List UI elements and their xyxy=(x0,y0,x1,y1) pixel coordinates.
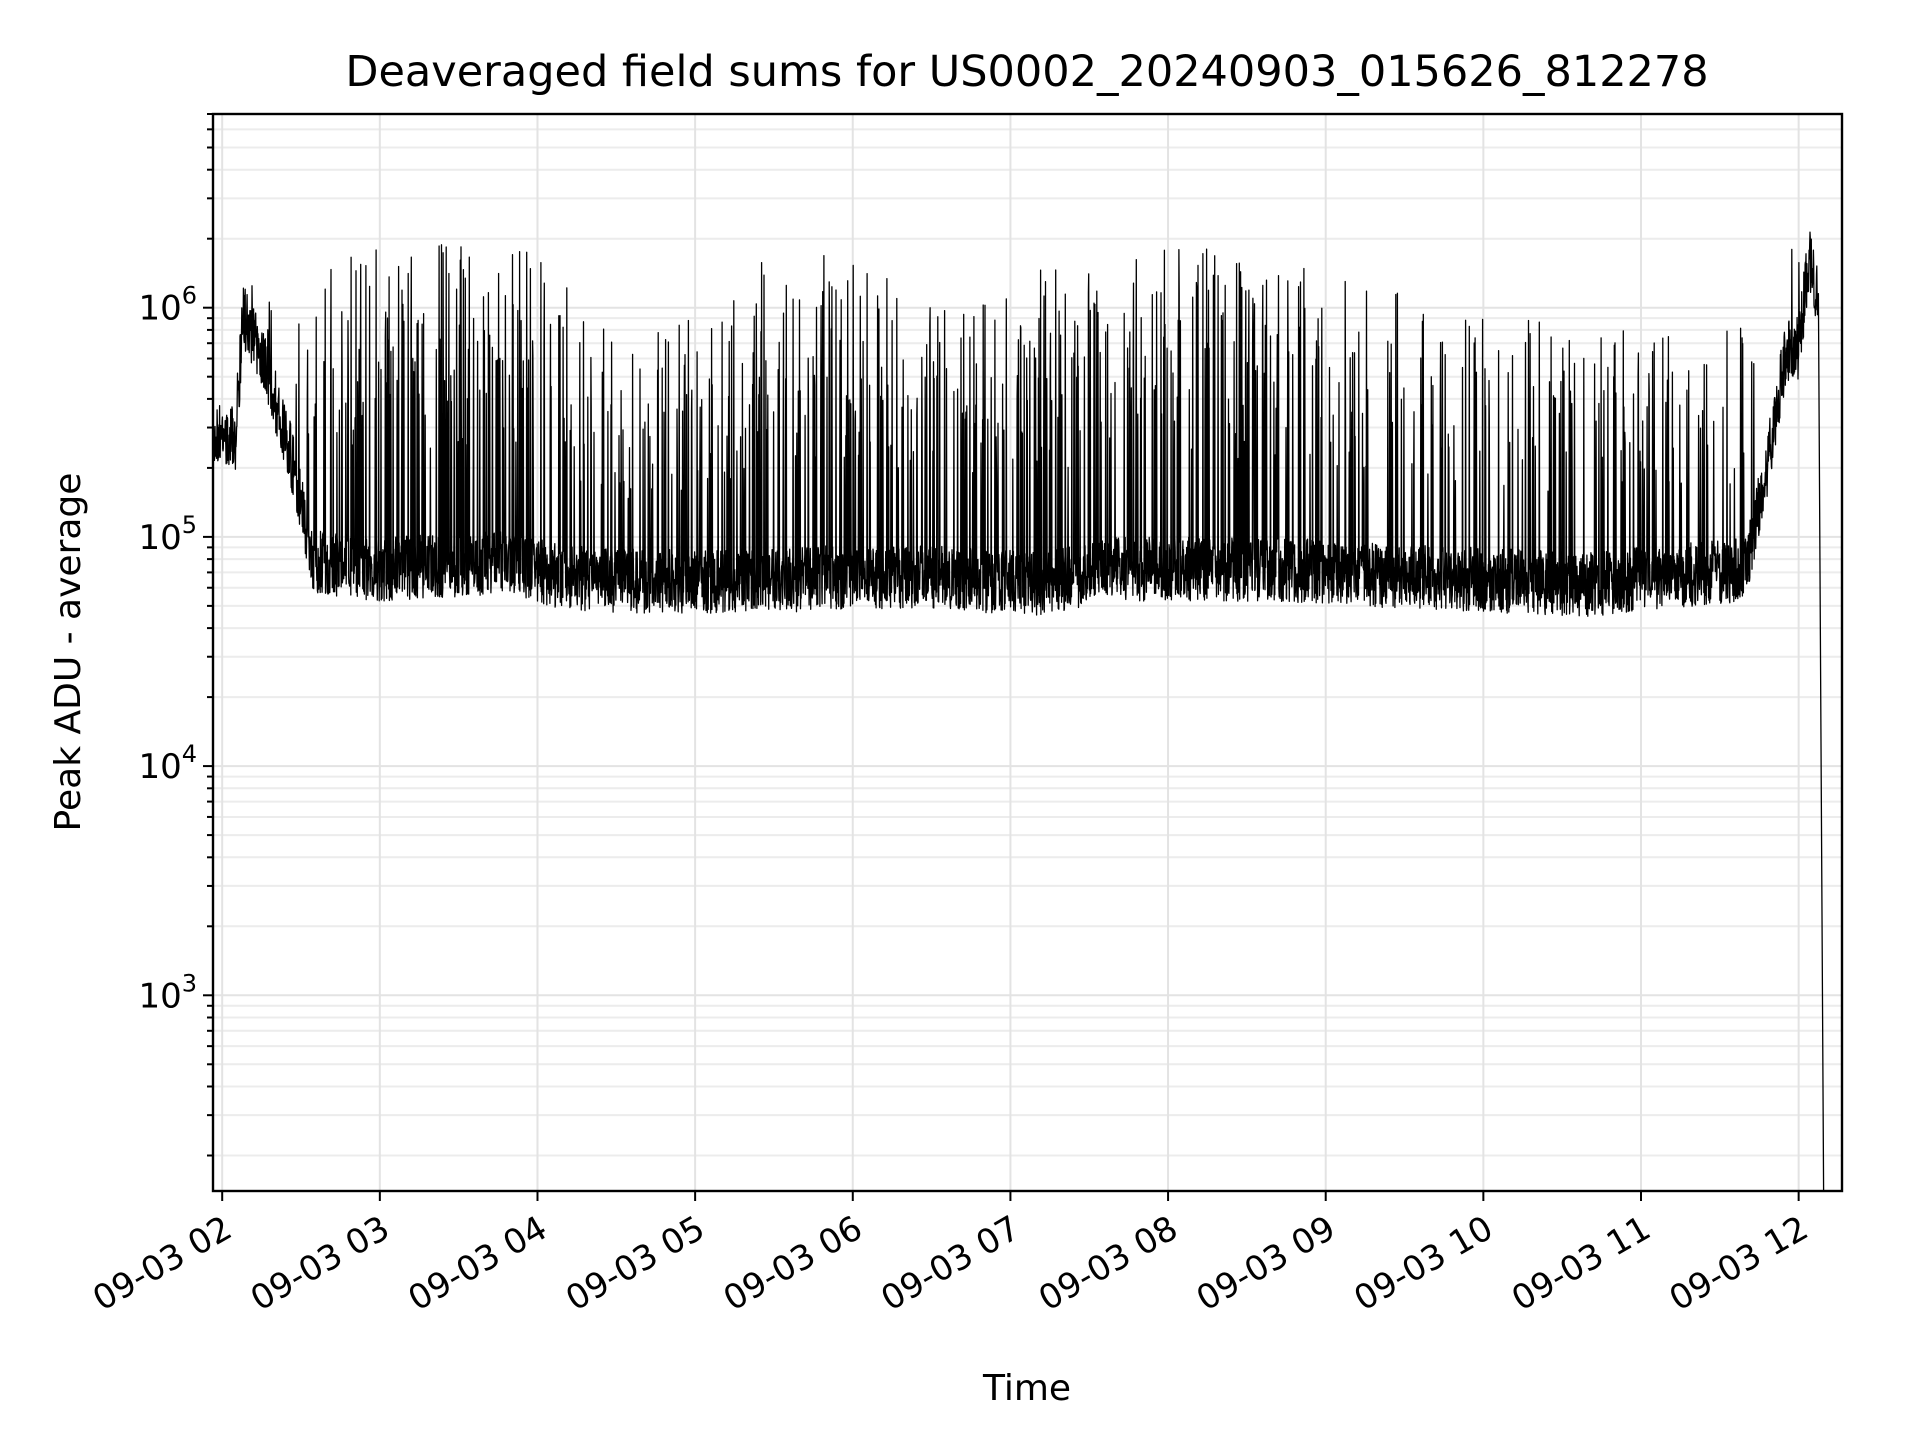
x-tick-label: 09-03 04 xyxy=(402,1208,554,1319)
x-tick-label: 09-03 11 xyxy=(1505,1208,1657,1319)
x-tick-label: 09-03 07 xyxy=(875,1208,1027,1319)
x-tick-label: 09-03 12 xyxy=(1663,1208,1815,1319)
x-tick-label: 09-03 05 xyxy=(559,1208,711,1319)
y-axis-label: Peak ADU - average xyxy=(48,473,89,832)
x-tick-label: 09-03 03 xyxy=(244,1208,396,1319)
x-tick-label: 09-03 02 xyxy=(86,1208,238,1319)
chart-title: Deaveraged field sums for US0002_2024090… xyxy=(345,47,1708,97)
plot-area xyxy=(213,231,1825,1191)
x-tick-label: 09-03 10 xyxy=(1347,1208,1499,1319)
x-tick-label: 09-03 06 xyxy=(717,1208,869,1319)
y-tick-label: 106 xyxy=(138,282,197,329)
y-tick-label: 105 xyxy=(138,511,197,558)
plot-frame xyxy=(211,112,1844,1193)
x-tick-label: 09-03 09 xyxy=(1190,1208,1342,1319)
x-axis: 09-03 02 09-03 03 09-03 04 09-03 05 09-03 06… xyxy=(86,1191,1815,1319)
y-tick-label: 103 xyxy=(138,969,197,1016)
y-tick-label: 104 xyxy=(138,740,197,787)
y-axis: 103 104 105 106 xyxy=(138,113,213,1157)
x-tick-label: 09-03 08 xyxy=(1032,1208,1184,1319)
x-axis-label: Time xyxy=(982,1368,1071,1409)
series-line xyxy=(213,231,1825,1191)
grid xyxy=(213,113,1842,1191)
